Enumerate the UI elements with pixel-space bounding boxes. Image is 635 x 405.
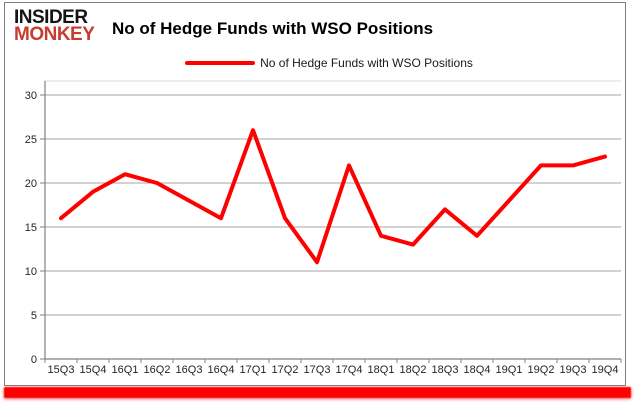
logo-text-monkey: MONKEY: [14, 24, 95, 45]
x-axis-labels: 15Q3 15Q4 16Q1 16Q2 16Q3 16Q4 17Q1 17Q2 17Q3 17Q4…: [44, 359, 622, 376]
svg-text:17Q2: 17Q2: [272, 364, 299, 376]
legend-label: No of Hedge Funds with WSO Positions: [260, 56, 473, 70]
svg-text:17Q4: 17Q4: [336, 364, 363, 376]
svg-text:19Q4: 19Q4: [592, 364, 619, 376]
svg-text:15: 15: [25, 222, 37, 234]
svg-text:20: 20: [25, 178, 37, 190]
axes: [44, 81, 621, 360]
svg-text:30: 30: [25, 90, 37, 102]
svg-text:19Q2: 19Q2: [528, 364, 555, 376]
svg-text:25: 25: [25, 134, 37, 146]
svg-text:15Q3: 15Q3: [48, 364, 75, 376]
svg-text:19Q1: 19Q1: [496, 364, 523, 376]
svg-text:16Q3: 16Q3: [176, 364, 203, 376]
svg-text:17Q1: 17Q1: [240, 364, 267, 376]
data-line-series: [59, 128, 607, 265]
svg-text:17Q3: 17Q3: [304, 364, 331, 376]
svg-text:5: 5: [31, 310, 37, 322]
svg-text:0: 0: [31, 354, 37, 366]
svg-text:18Q1: 18Q1: [368, 364, 395, 376]
svg-text:16Q2: 16Q2: [144, 364, 171, 376]
chart-card: INSIDER MONKEY No of Hedge Funds with WS…: [4, 2, 626, 386]
svg-text:16Q4: 16Q4: [208, 364, 235, 376]
insider-monkey-logo: INSIDER MONKEY: [14, 7, 95, 45]
chart-legend: No of Hedge Funds with WSO Positions: [41, 55, 617, 71]
gridlines: [45, 94, 621, 316]
y-axis-labels: 0 5 10 15 20 25 30: [25, 90, 45, 366]
svg-text:18Q3: 18Q3: [432, 364, 459, 376]
logo-text-insider: INSIDER: [14, 7, 88, 28]
chart-title: No of Hedge Funds with WSO Positions: [112, 19, 434, 38]
legend-line-swatch: [185, 61, 256, 65]
bottom-red-bar: [4, 387, 631, 398]
svg-text:18Q4: 18Q4: [464, 364, 491, 376]
svg-text:18Q2: 18Q2: [400, 364, 427, 376]
svg-text:19Q3: 19Q3: [560, 364, 587, 376]
svg-text:15Q4: 15Q4: [80, 364, 107, 376]
svg-text:10: 10: [25, 266, 37, 278]
svg-text:16Q1: 16Q1: [112, 364, 139, 376]
